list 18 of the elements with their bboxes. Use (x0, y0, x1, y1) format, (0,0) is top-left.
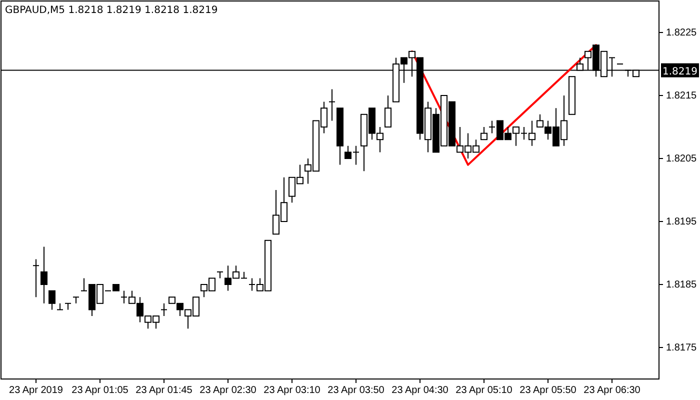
y-tick-label: 1.8175 (666, 342, 698, 354)
x-tick-label: 23 Apr 03:50 (328, 385, 385, 396)
x-tick-label: 23 Apr 01:05 (72, 385, 129, 396)
x-tick-label: 23 Apr 03:10 (264, 385, 321, 396)
x-tick-label: 23 Apr 01:45 (136, 385, 193, 396)
y-tick-label: 1.8205 (666, 154, 698, 165)
x-tick-label: 23 Apr 05:50 (520, 385, 577, 396)
y-tick-label: 1.8225 (666, 28, 698, 39)
chart-title: GBPAUD,M5 1.8218 1.8219 1.8218 1.8219 (5, 5, 218, 16)
x-tick-label: 23 Apr 2019 (9, 385, 64, 396)
x-tick-label: 23 Apr 05:10 (456, 385, 513, 396)
y-tick-label: 1.8185 (666, 280, 698, 291)
y-tick-label: 1.8195 (666, 216, 698, 228)
x-tick-label: 23 Apr 02:30 (200, 385, 257, 396)
x-tick-label: 23 Apr 06:30 (584, 385, 641, 396)
x-tick-label: 23 Apr 04:30 (392, 385, 449, 396)
ref-line-label: 1.8219 (662, 66, 698, 78)
y-tick-label: 1.8215 (666, 90, 698, 102)
